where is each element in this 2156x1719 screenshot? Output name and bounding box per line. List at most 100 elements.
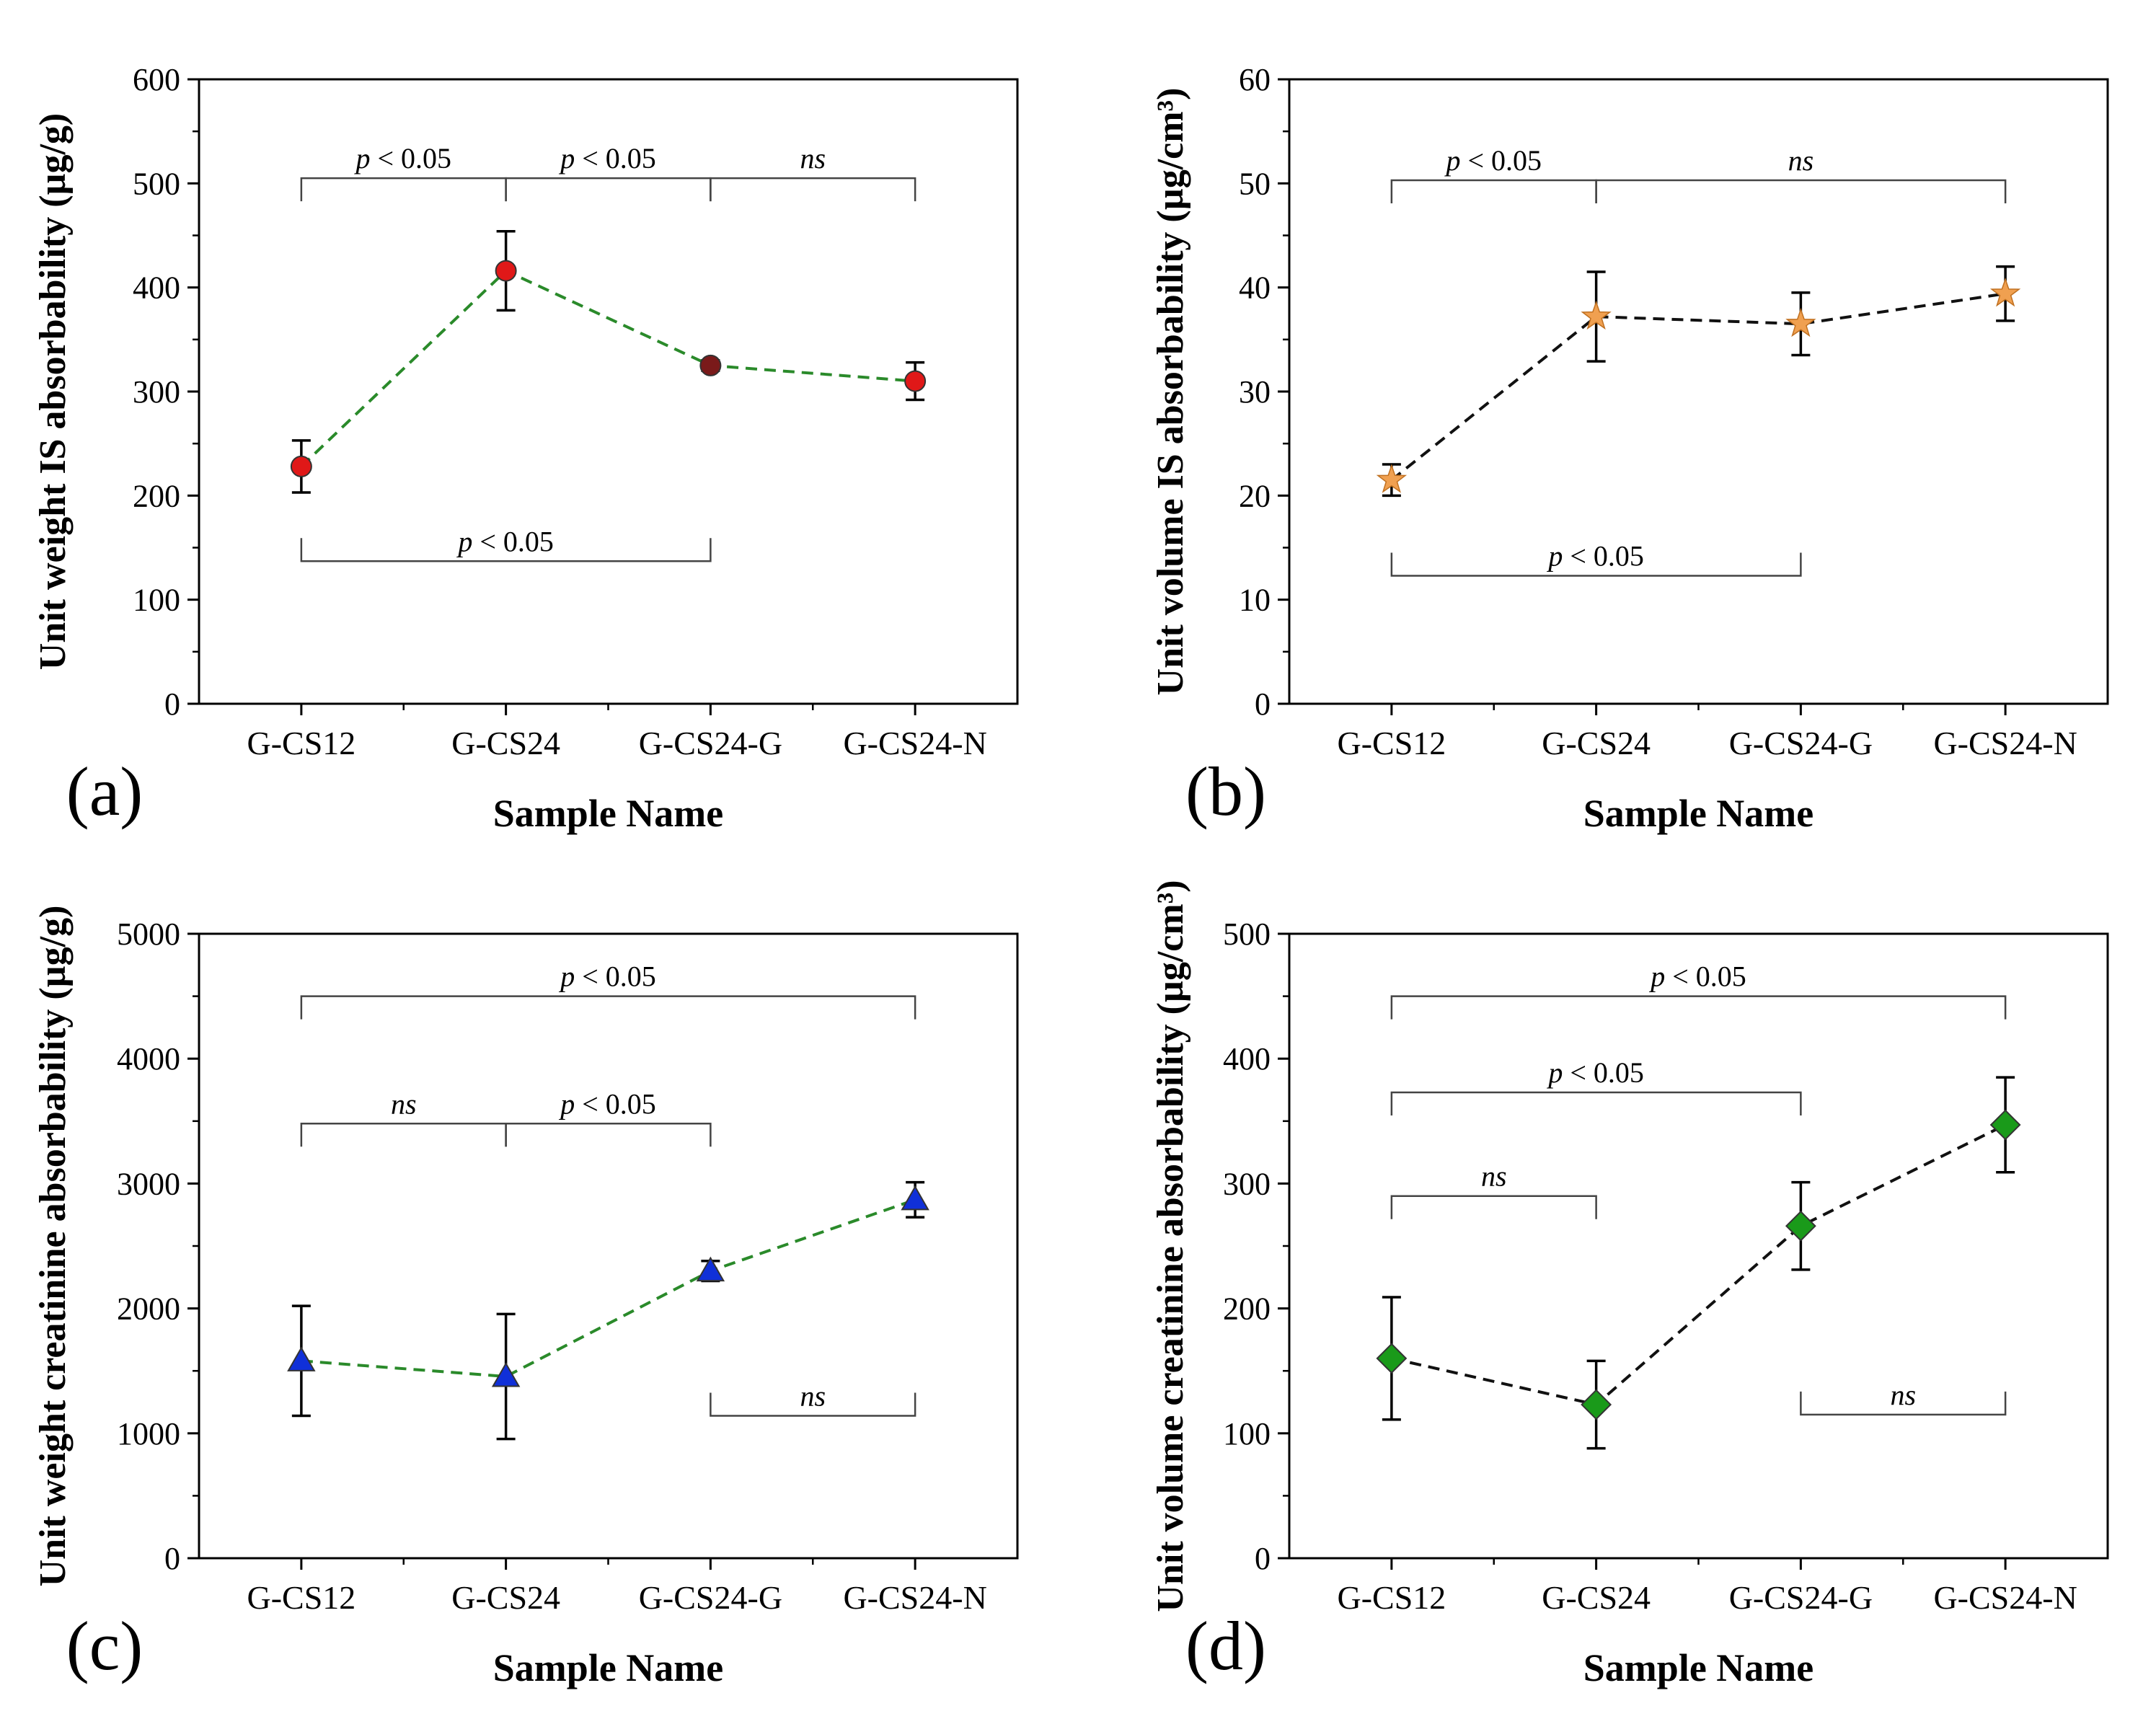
y-tick-label: 100 xyxy=(133,583,180,618)
y-tick-label: 40 xyxy=(1239,270,1271,306)
significance-label: ns xyxy=(800,142,826,174)
x-tick-label-g-cs24-n: G-CS24-N xyxy=(843,1579,986,1616)
y-tick-label: 0 xyxy=(164,686,180,722)
data-point-g-cs12 xyxy=(287,1346,316,1371)
x-tick-label-g-cs24: G-CS24 xyxy=(1542,1579,1651,1616)
data-point-g-cs24-n xyxy=(904,370,927,392)
x-tick-label-g-cs24-g: G-CS24-G xyxy=(1729,1579,1873,1616)
x-axis-title: Sample Name xyxy=(1583,792,1813,835)
panel-label: (a) xyxy=(66,753,143,830)
chart-panel-c: 0 1000 2000 3000 4000 5000 G-CS12 G-CS24 G-CS24-… xyxy=(32,906,1019,1689)
x-tick-label-g-cs12: G-CS12 xyxy=(1337,1579,1446,1616)
data-point-g-cs24-g xyxy=(699,354,722,376)
x-tick-label-g-cs24: G-CS24 xyxy=(1542,725,1651,761)
y-axis-title: Unit volume IS absorbability (µg/cm³) xyxy=(1150,88,1191,696)
significance-label: p < 0.05 xyxy=(1546,539,1644,572)
data-point-g-cs12 xyxy=(1376,464,1408,493)
significance-label: ns xyxy=(391,1087,417,1120)
x-tick-label-g-cs24-n: G-CS24-N xyxy=(1933,1579,2077,1616)
y-tick-label: 500 xyxy=(1223,916,1271,952)
panel-label: (c) xyxy=(66,1607,143,1684)
x-axis-title: Sample Name xyxy=(493,1646,723,1689)
data-point-g-cs12 xyxy=(290,455,312,477)
significance-bracket xyxy=(1595,179,2007,204)
significance-label: ns xyxy=(800,1380,826,1413)
significance-label: ns xyxy=(1890,1379,1916,1411)
data-point-g-cs24 xyxy=(1581,300,1612,330)
significance-label: p < 0.05 xyxy=(456,525,554,557)
y-tick-label: 2000 xyxy=(117,1291,180,1327)
plot-frame xyxy=(1288,78,2109,705)
significance-bracket xyxy=(1800,1391,2007,1416)
x-tick-label-g-cs12: G-CS12 xyxy=(1337,725,1446,761)
data-point-g-cs12 xyxy=(1376,1343,1408,1374)
x-axis-title: Sample Name xyxy=(1583,1646,1813,1689)
significance-bracket xyxy=(1390,1195,1597,1219)
x-tick-label-g-cs24-g: G-CS24-G xyxy=(639,725,782,761)
y-tick-label: 300 xyxy=(133,374,180,410)
significance-bracket xyxy=(505,177,712,202)
significance-bracket xyxy=(1390,552,1802,577)
significance-bracket xyxy=(710,1392,916,1417)
y-axis-title: Unit volume creatinine absorbability (µg… xyxy=(1150,880,1191,1612)
significance-bracket xyxy=(1390,179,1597,204)
x-tick-label-g-cs24-g: G-CS24-G xyxy=(639,1579,782,1616)
chart-panel-d: 0 100 200 300 400 500 G-CS12 G-CS24 G-CS24-G G-CS… xyxy=(1150,880,2109,1689)
data-point-g-cs24 xyxy=(495,260,517,282)
x-tick-label-g-cs24-n: G-CS24-N xyxy=(1933,725,2077,761)
data-point-g-cs24-n xyxy=(1989,278,2021,307)
significance-label: p < 0.05 xyxy=(1648,960,1746,993)
plot-frame xyxy=(1288,932,2109,1560)
x-tick-label-g-cs24: G-CS24 xyxy=(451,725,560,761)
y-tick-label: 200 xyxy=(1223,1291,1271,1327)
x-tick-label-g-cs24: G-CS24 xyxy=(451,1579,560,1616)
y-tick-label: 600 xyxy=(133,62,180,97)
y-tick-label: 30 xyxy=(1239,374,1271,410)
panel-label: (d) xyxy=(1185,1607,1266,1684)
data-point-g-cs24 xyxy=(1581,1389,1612,1420)
y-tick-label: 300 xyxy=(1223,1166,1271,1201)
series-line xyxy=(1391,1123,2006,1407)
significance-bracket xyxy=(300,1123,507,1147)
y-tick-label: 0 xyxy=(1255,1541,1271,1576)
significance-bracket xyxy=(710,177,916,202)
y-tick-label: 20 xyxy=(1239,478,1271,513)
data-point-g-cs24-g xyxy=(1785,307,1816,337)
chart-panel-a: 0 100 200 300 400 500 600 G-CS12 G-CS24 G-CS24-G G… xyxy=(32,62,1019,835)
x-axis-title: Sample Name xyxy=(493,792,723,835)
y-tick-label: 60 xyxy=(1239,62,1271,97)
y-tick-label: 100 xyxy=(1223,1416,1271,1451)
significance-label: p < 0.05 xyxy=(1444,144,1542,177)
data-point-g-cs24-n xyxy=(901,1185,929,1211)
chart-panel-b: 0 10 20 30 40 50 60 G-CS12 G-CS24 G-CS24-G G-CS24-… xyxy=(1150,62,2109,835)
y-tick-label: 10 xyxy=(1239,583,1271,618)
series-line xyxy=(1390,292,2006,482)
series-line xyxy=(300,269,916,468)
x-tick-label-g-cs24-n: G-CS24-N xyxy=(843,725,986,761)
data-point-g-cs24 xyxy=(491,1361,521,1387)
y-tick-label: 3000 xyxy=(117,1166,180,1201)
significance-bracket xyxy=(1390,995,2007,1020)
significance-bracket xyxy=(300,538,712,562)
x-tick-label-g-cs24-g: G-CS24-G xyxy=(1729,725,1873,761)
panel-label: (b) xyxy=(1185,753,1266,830)
significance-label: ns xyxy=(1788,144,1814,177)
data-point-g-cs24-g xyxy=(696,1256,725,1282)
y-tick-label: 1000 xyxy=(117,1416,180,1451)
significance-bracket xyxy=(505,1123,712,1147)
y-tick-label: 0 xyxy=(164,1541,180,1576)
y-tick-label: 50 xyxy=(1239,166,1271,201)
plot-frame xyxy=(198,932,1019,1560)
significance-bracket xyxy=(300,177,507,202)
y-tick-label: 4000 xyxy=(117,1041,180,1077)
y-tick-label: 0 xyxy=(1255,686,1271,722)
significance-label: p < 0.05 xyxy=(353,142,451,174)
significance-bracket xyxy=(300,995,916,1020)
significance-label: p < 0.05 xyxy=(558,960,656,993)
significance-label: p < 0.05 xyxy=(558,142,656,174)
series-line xyxy=(301,1198,916,1379)
y-tick-label: 5000 xyxy=(117,916,180,952)
y-tick-label: 500 xyxy=(133,166,180,201)
significance-label: p < 0.05 xyxy=(1546,1056,1644,1089)
y-axis-title: Unit weight creatinine absorbability (µg… xyxy=(32,906,74,1587)
